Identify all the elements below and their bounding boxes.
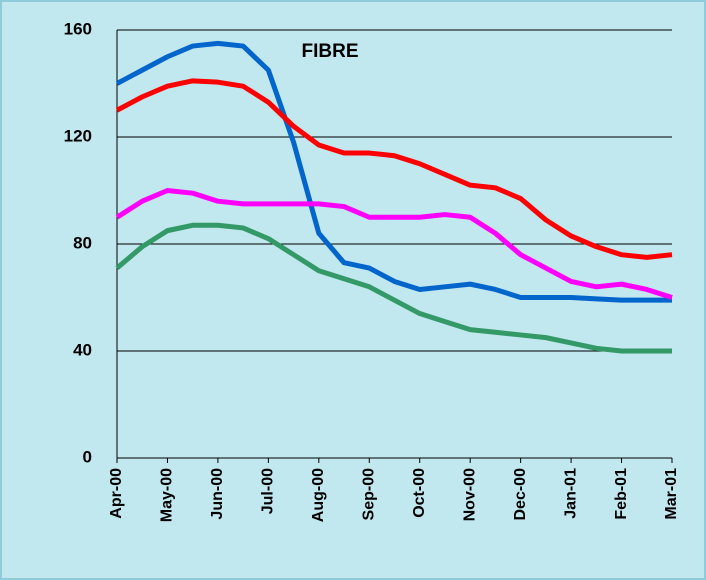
y-tick-label: 40 [73, 340, 92, 359]
x-tick-label: Jun-00 [209, 468, 226, 520]
x-tick-label: May-00 [159, 468, 176, 522]
x-tick-label: Feb-01 [613, 468, 630, 520]
y-tick-label: 160 [64, 19, 92, 38]
line [115, 188, 673, 300]
x-tick-label: Aug-00 [310, 468, 327, 522]
x-tick-label: Sep-00 [360, 468, 377, 521]
x-tick-label: Dec-00 [512, 468, 529, 521]
y-tick-label: 0 [83, 447, 92, 466]
line [115, 78, 673, 260]
x-tick-label: Mar-01 [663, 468, 680, 520]
x-tick-label: Apr-00 [108, 468, 125, 519]
x-tick-label: Nov-00 [461, 468, 478, 521]
line [115, 222, 672, 354]
y-tick-label: 80 [73, 233, 92, 252]
y-tick-label: 120 [64, 126, 92, 145]
x-tick-label: Jul-00 [260, 468, 277, 514]
line [115, 40, 672, 303]
chart-title: FIBRE [302, 41, 359, 62]
x-tick-label: Oct-00 [411, 468, 428, 518]
x-tick-label: Jan-01 [562, 468, 579, 519]
